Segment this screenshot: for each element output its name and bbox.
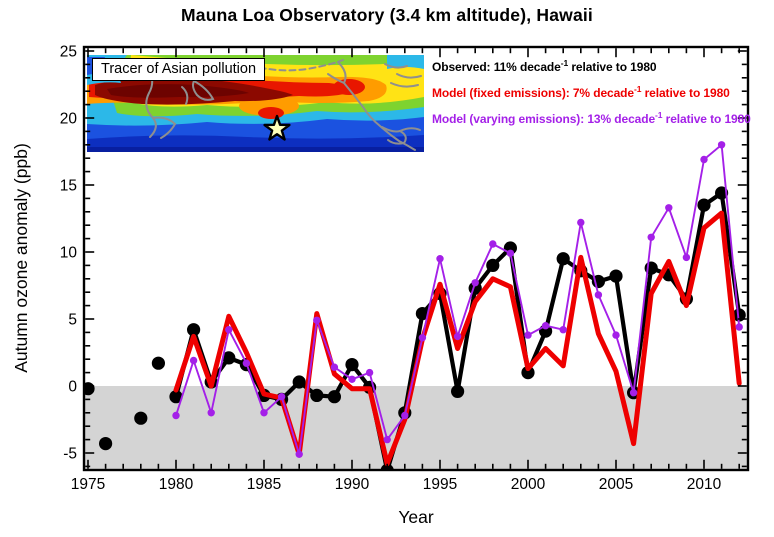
- page-title: Mauna Loa Observatory (3.4 km altitude),…: [180, 5, 593, 25]
- svg-text:2000: 2000: [511, 476, 546, 493]
- svg-text:1985: 1985: [247, 476, 281, 493]
- svg-text:2010: 2010: [687, 476, 722, 493]
- data-series: [84, 141, 746, 470]
- chart-legend: Observed: 11% decade-1 relative to 1980 …: [432, 52, 751, 130]
- svg-text:-5: -5: [63, 445, 77, 462]
- svg-text:25: 25: [60, 43, 77, 60]
- svg-text:0: 0: [68, 378, 77, 395]
- axes: 1975 1980 1985 1990 1995 2000 2005 2010 -5 0 5 10 15…: [60, 43, 747, 493]
- legend-model-varying: Model (varying emissions): 13% decade-1 …: [432, 110, 751, 126]
- x-axis-label: Year: [398, 507, 434, 527]
- svg-text:20: 20: [60, 110, 78, 127]
- inset-map-label: Tracer of Asian pollution: [92, 58, 266, 81]
- svg-text:1990: 1990: [335, 476, 370, 493]
- svg-text:5: 5: [68, 311, 77, 328]
- legend-observed: Observed: 11% decade-1 relative to 1980: [432, 58, 657, 74]
- svg-text:10: 10: [60, 244, 78, 261]
- svg-text:2005: 2005: [599, 476, 633, 493]
- svg-text:1975: 1975: [71, 476, 105, 493]
- svg-text:15: 15: [60, 177, 77, 194]
- legend-model-fixed: Model (fixed emissions): 7% decade-1 rel…: [432, 84, 730, 100]
- shaded-region: [84, 386, 748, 470]
- svg-text:1980: 1980: [159, 476, 194, 493]
- plot-border: [82, 45, 750, 472]
- svg-text:1995: 1995: [423, 476, 457, 493]
- mauna-loa-star-icon: [263, 114, 291, 141]
